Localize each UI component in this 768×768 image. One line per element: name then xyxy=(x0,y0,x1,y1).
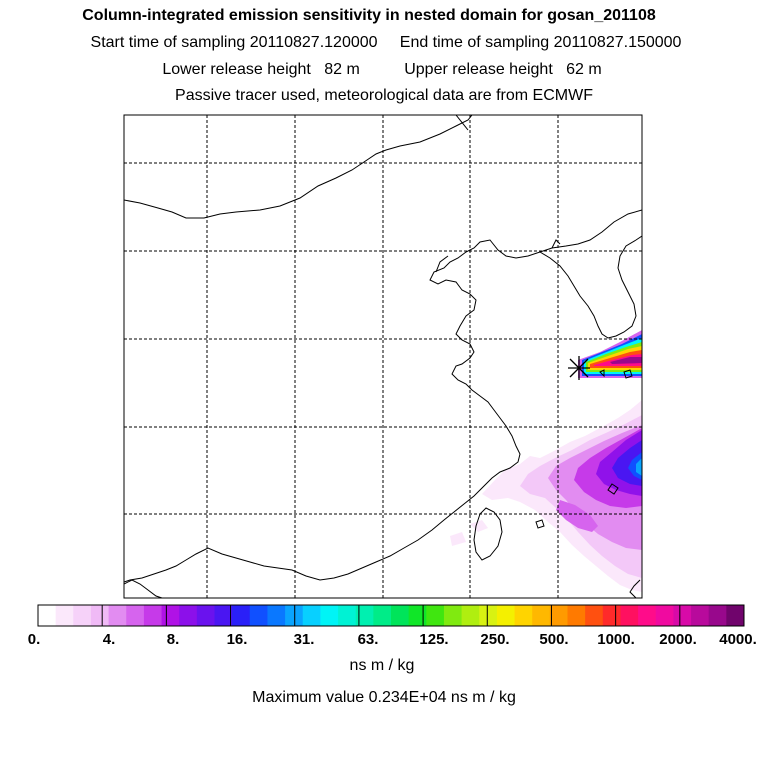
colorbar-tick-label: 16. xyxy=(226,631,248,648)
colorbar-tick-label: 4. xyxy=(102,631,116,648)
colorbar-swatch xyxy=(549,605,568,626)
colorbar-swatch xyxy=(514,605,533,626)
colorbar-swatch xyxy=(196,605,215,626)
colorbar-swatch xyxy=(161,605,180,626)
colorbar-swatch xyxy=(249,605,268,626)
colorbar-tick-label: 31. xyxy=(293,631,315,648)
colorbar-swatch xyxy=(655,605,674,626)
colorbar-swatch xyxy=(73,605,92,626)
coastlines xyxy=(124,115,642,598)
colorbar-swatch xyxy=(708,605,727,626)
colorbar-swatch xyxy=(108,605,127,626)
colorbar-tick-label: 0. xyxy=(27,631,41,648)
colorbar-tick-label: 125. xyxy=(419,631,449,648)
colorbar-tick-label: 8. xyxy=(166,631,180,648)
colorbar-tick-label: 1000. xyxy=(597,631,635,648)
colorbar-frame xyxy=(37,604,745,627)
colorbar-tick-label: 500. xyxy=(539,631,569,648)
colorbar xyxy=(37,604,745,627)
colorbar-units: ns m / kg xyxy=(349,657,415,674)
lat-lon-grid xyxy=(124,115,642,598)
colorbar-swatch xyxy=(338,605,357,626)
colorbar-swatch xyxy=(408,605,427,626)
map-panel xyxy=(124,115,642,598)
colorbar-tick-label: 2000. xyxy=(659,631,697,648)
colorbar-tick-label: 4000. xyxy=(719,631,757,648)
colorbar-swatch xyxy=(532,605,551,626)
colorbar-tick-label: 250. xyxy=(480,631,510,648)
colorbar-swatch xyxy=(620,605,639,626)
colorbar-swatch xyxy=(391,605,410,626)
sensitivity-plume-release xyxy=(578,330,642,378)
colorbar-swatch xyxy=(90,605,110,626)
tracer-info-line: Passive tracer used, meteorological data… xyxy=(175,87,593,104)
release-height-line: Lower release height 82 m Upper release … xyxy=(162,61,602,78)
colorbar-swatch xyxy=(55,605,74,626)
colorbar-swatch xyxy=(232,605,251,626)
colorbar-swatch xyxy=(479,605,498,626)
sampling-time-line: Start time of sampling 20110827.120000 E… xyxy=(90,34,682,51)
colorbar-swatch xyxy=(126,605,145,626)
colorbar-swatch xyxy=(567,605,586,626)
colorbar-swatch xyxy=(355,605,374,626)
map-frame xyxy=(123,114,643,599)
colorbar-swatch xyxy=(285,605,304,626)
colorbar-tick-label: 63. xyxy=(357,631,379,648)
colorbar-swatch xyxy=(443,605,463,626)
colorbar-swatch xyxy=(267,605,286,626)
colorbar-swatch xyxy=(426,605,445,626)
colorbar-swatch xyxy=(691,605,710,626)
release-site-marker xyxy=(568,356,590,380)
colorbar-swatch xyxy=(673,605,692,626)
colorbar-swatch xyxy=(602,605,621,626)
maximum-value-text: Maximum value 0.234E+04 ns m / kg xyxy=(252,689,516,706)
colorbar-swatch xyxy=(373,605,392,626)
colorbar-swatch xyxy=(38,605,57,626)
colorbar-swatch xyxy=(585,605,604,626)
sensitivity-plume-south xyxy=(450,400,642,592)
plot-title: Column-integrated emission sensitivity i… xyxy=(82,7,656,24)
colorbar-swatch xyxy=(179,605,198,626)
colorbar-swatch xyxy=(461,605,480,626)
colorbar-swatch xyxy=(302,605,321,626)
colorbar-swatch xyxy=(638,605,657,626)
colorbar-swatch xyxy=(320,605,339,626)
colorbar-swatch xyxy=(214,605,233,626)
colorbar-swatch xyxy=(143,605,163,626)
colorbar-swatch xyxy=(726,605,745,626)
colorbar-swatch xyxy=(496,605,516,626)
